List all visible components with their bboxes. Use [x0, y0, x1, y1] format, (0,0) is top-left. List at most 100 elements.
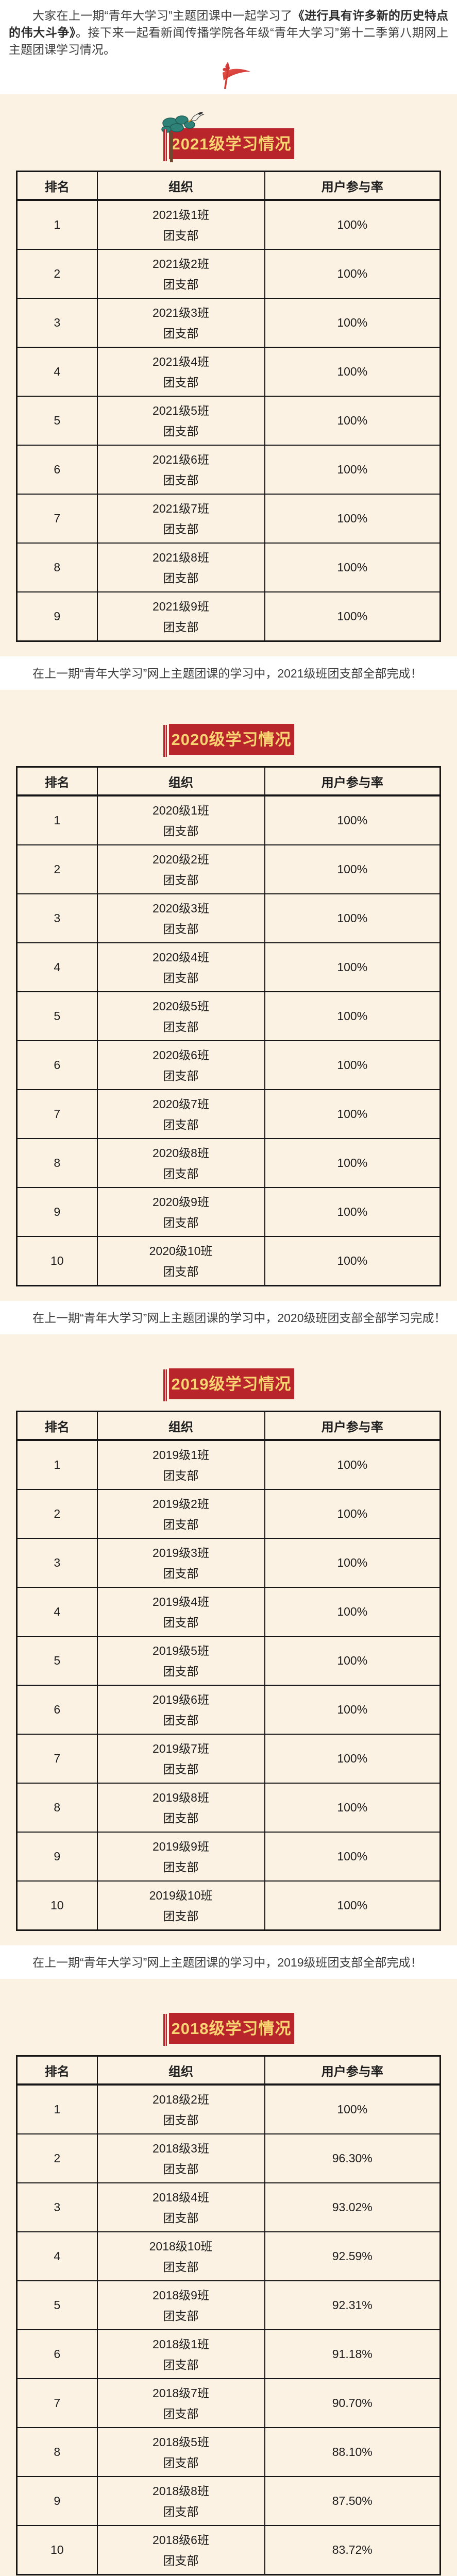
- table-header-row: 排名 组织 用户参与率: [16, 2055, 441, 2086]
- rank-cell: 3: [16, 893, 98, 943]
- rate-cell: 100%: [264, 991, 441, 1041]
- rank-cell: 2: [16, 2133, 98, 2183]
- rate-cell: 100%: [264, 199, 441, 250]
- rank-cell: 9: [16, 1187, 98, 1237]
- rank-cell: 10: [16, 2525, 98, 2575]
- table-row: 2 2019级2班 团支部 100%: [16, 1489, 441, 1539]
- table-row: 2 2020级2班 团支部 100%: [16, 844, 441, 894]
- rate-cell: 88.10%: [264, 2427, 441, 2477]
- org-line1: 2019级10班: [149, 1888, 213, 1902]
- org-line1: 2021级6班: [153, 452, 209, 466]
- grade-section: 2018级学习情况 排名 组织 用户参与率 1 2018级2班 团支部 100%…: [0, 1979, 457, 2576]
- intro-paragraph: 大家在上一期“青年大学习”主题团课中一起学习了《进行具有许多新的历史特点的伟大斗…: [9, 7, 448, 58]
- rate-cell: 100%: [264, 1138, 441, 1188]
- org-line2: 团支部: [163, 2358, 199, 2371]
- rate-cell: 100%: [264, 543, 441, 592]
- rate-cell: 91.18%: [264, 2329, 441, 2379]
- org-line2: 团支部: [163, 2260, 199, 2274]
- banner-box: 2019级学习情况: [168, 1368, 294, 1399]
- org-cell: 2018级8班 团支部: [96, 2476, 265, 2526]
- rank-cell: 9: [16, 591, 98, 642]
- rate-cell: 100%: [264, 347, 441, 397]
- table-row: 8 2021级8班 团支部 100%: [16, 543, 441, 592]
- rank-cell: 4: [16, 2231, 98, 2281]
- org-cell: 2020级6班 团支部: [96, 1040, 265, 1090]
- org-cell: 2018级10班 团支部: [96, 2231, 265, 2281]
- org-line2: 团支部: [163, 326, 199, 340]
- rate-cell: 100%: [264, 844, 441, 894]
- table-row: 6 2021级6班 团支部 100%: [16, 445, 441, 495]
- org-line2: 团支部: [163, 2553, 199, 2567]
- col-header-org: 组织: [96, 766, 265, 796]
- table-row: 4 2021级4班 团支部 100%: [16, 347, 441, 397]
- rate-cell: 100%: [264, 1040, 441, 1090]
- org-line1: 2020级10班: [149, 1244, 213, 1258]
- rate-cell: 100%: [264, 494, 441, 544]
- org-line1: 2018级2班: [153, 2092, 209, 2106]
- org-line1: 2020级7班: [153, 1097, 209, 1111]
- org-cell: 2019级10班 团支部: [96, 1880, 265, 1931]
- rank-cell: 2: [16, 844, 98, 894]
- table-row: 10 2019级10班 团支部 100%: [16, 1880, 441, 1931]
- rate-cell: 100%: [264, 1538, 441, 1588]
- banner-title: 2020级学习情况: [171, 730, 292, 749]
- org-line2: 团支部: [163, 228, 199, 242]
- grade-section: 2020级学习情况 排名 组织 用户参与率 1 2020级1班 团支部 100%…: [0, 690, 457, 1301]
- rank-cell: 1: [16, 199, 98, 250]
- participation-table: 排名 组织 用户参与率 1 2019级1班 团支部 100% 2 2019级2班…: [16, 1411, 441, 1931]
- rate-cell: 100%: [264, 298, 441, 348]
- rate-cell: 100%: [264, 591, 441, 642]
- org-line2: 团支部: [163, 1264, 199, 1278]
- org-cell: 2018级6班 团支部: [96, 2525, 265, 2575]
- rank-cell: 8: [16, 543, 98, 592]
- rate-cell: 100%: [264, 249, 441, 299]
- org-line1: 2018级3班: [153, 2141, 209, 2155]
- rate-cell: 100%: [264, 1439, 441, 1490]
- rate-cell: 100%: [264, 1880, 441, 1931]
- rate-cell: 100%: [264, 1489, 441, 1539]
- org-cell: 2019级5班 团支部: [96, 1636, 265, 1686]
- table-row: 4 2018级10班 团支部 92.59%: [16, 2231, 441, 2281]
- table-row: 6 2018级1班 团支部 91.18%: [16, 2329, 441, 2379]
- rank-cell: 7: [16, 1734, 98, 1784]
- org-line1: 2019级3班: [153, 1546, 209, 1560]
- col-header-org: 组织: [96, 171, 265, 201]
- org-line1: 2019级9班: [153, 1839, 209, 1853]
- rate-cell: 100%: [264, 1832, 441, 1882]
- rank-cell: 1: [16, 795, 98, 845]
- table-row: 8 2020级8班 团支部 100%: [16, 1138, 441, 1188]
- table-row: 1 2019级1班 团支部 100%: [16, 1439, 441, 1490]
- org-cell: 2019级3班 团支部: [96, 1538, 265, 1588]
- org-line2: 团支部: [163, 922, 199, 936]
- grade-section: 2021级学习情况 排名 组织 用户参与率 1 2021级1班 团支部 100%…: [0, 94, 457, 656]
- rank-cell: 10: [16, 1236, 98, 1286]
- rate-cell: 100%: [264, 893, 441, 943]
- rate-cell: 83.72%: [264, 2525, 441, 2575]
- org-line2: 团支部: [163, 571, 199, 585]
- org-line1: 2020级4班: [153, 950, 209, 964]
- org-line1: 2021级4班: [153, 354, 209, 368]
- table-header-row: 排名 组织 用户参与率: [16, 766, 441, 796]
- org-cell: 2021级5班 团支部: [96, 396, 265, 446]
- org-cell: 2021级6班 团支部: [96, 445, 265, 495]
- org-line2: 团支部: [163, 2113, 199, 2127]
- org-line2: 团支部: [163, 824, 199, 838]
- org-line1: 2021级5班: [153, 403, 209, 417]
- table-row: 5 2018级9班 团支部 92.31%: [16, 2280, 441, 2330]
- org-cell: 2018级1班 团支部: [96, 2329, 265, 2379]
- org-line2: 团支部: [163, 1117, 199, 1131]
- org-line1: 2020级9班: [153, 1195, 209, 1209]
- participation-table: 排名 组织 用户参与率 1 2020级1班 团支部 100% 2 2020级2班…: [16, 766, 441, 1286]
- rank-cell: 4: [16, 347, 98, 397]
- org-line1: 2021级2班: [153, 257, 209, 270]
- table-row: 7 2019级7班 团支部 100%: [16, 1734, 441, 1784]
- org-line2: 团支部: [163, 1713, 199, 1727]
- org-line1: 2019级5班: [153, 1643, 209, 1657]
- rate-cell: 100%: [264, 2084, 441, 2134]
- rank-cell: 5: [16, 991, 98, 1041]
- org-cell: 2020级4班 团支部: [96, 942, 265, 992]
- rank-cell: 6: [16, 2329, 98, 2379]
- table-row: 8 2019级8班 团支部 100%: [16, 1783, 441, 1833]
- org-line2: 团支部: [163, 424, 199, 438]
- table-row: 2 2021级2班 团支部 100%: [16, 249, 441, 299]
